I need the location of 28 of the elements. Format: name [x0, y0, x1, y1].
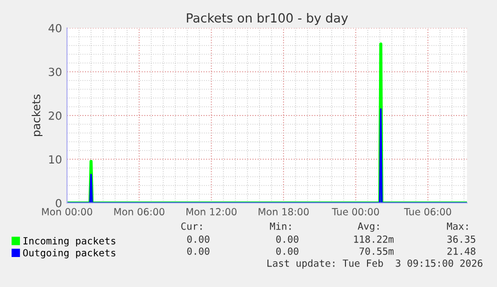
text: 70.55m [360, 247, 394, 255]
text: Avg: [358, 222, 379, 232]
text: Cur: [181, 222, 202, 230]
y-tick-label: 30 [48, 68, 62, 76]
text: 0.00 [187, 235, 210, 243]
legend-label: Incoming packets [24, 236, 116, 246]
y-tick-label: 0 [56, 198, 62, 208]
text: 0.00 [187, 247, 210, 255]
x-tick-label: Mon 12:00 [186, 208, 237, 216]
text: Min: [270, 222, 291, 230]
x-tick-label: Mon 06:00 [114, 208, 164, 216]
x-tick-label: Tue 00:00 [332, 208, 379, 216]
text: 0.00 [276, 247, 298, 255]
text: Last update: Tue Feb 3 09:15:00 2026 [267, 259, 482, 269]
x-tick-label: Mon 18:00 [258, 208, 309, 216]
y-tick-label: 20 [48, 111, 62, 120]
text: Max: [446, 222, 468, 230]
text: 0.00 [276, 235, 298, 243]
legend-label: Outgoing packets [23, 248, 116, 258]
text: 36.35 [447, 235, 476, 243]
y-axis-title: packets [32, 94, 42, 136]
x-tick-label: Mon 00:00 [42, 208, 92, 216]
y-tick-label: 10 [49, 155, 62, 164]
chart-title: Packets on br100 - by day [186, 12, 348, 26]
y-tick-label: 40 [48, 24, 62, 32]
x-tick-label: Tue 06:00 [404, 208, 452, 216]
text: 118.22m [354, 235, 394, 243]
text: 21.48 [447, 247, 476, 255]
